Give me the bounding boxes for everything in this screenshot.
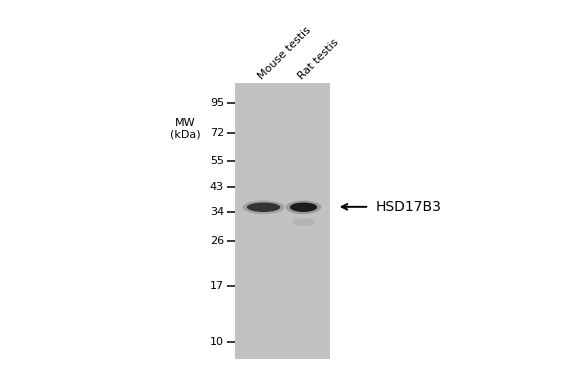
Text: 43: 43 bbox=[210, 182, 224, 192]
Text: 10: 10 bbox=[210, 337, 224, 347]
Text: 26: 26 bbox=[210, 235, 224, 246]
Text: Mouse testis: Mouse testis bbox=[257, 25, 313, 81]
Bar bbox=[235, 83, 330, 359]
Text: MW
(kDa): MW (kDa) bbox=[169, 118, 200, 139]
Ellipse shape bbox=[290, 203, 317, 212]
Text: 95: 95 bbox=[210, 98, 224, 108]
Ellipse shape bbox=[286, 200, 321, 214]
Ellipse shape bbox=[243, 200, 285, 214]
Text: 34: 34 bbox=[210, 207, 224, 217]
Text: 17: 17 bbox=[210, 281, 224, 291]
Text: 55: 55 bbox=[210, 156, 224, 166]
Ellipse shape bbox=[292, 218, 315, 226]
Text: 72: 72 bbox=[210, 128, 224, 138]
Text: Rat testis: Rat testis bbox=[296, 37, 340, 81]
Ellipse shape bbox=[247, 203, 281, 212]
Text: HSD17B3: HSD17B3 bbox=[376, 200, 442, 214]
